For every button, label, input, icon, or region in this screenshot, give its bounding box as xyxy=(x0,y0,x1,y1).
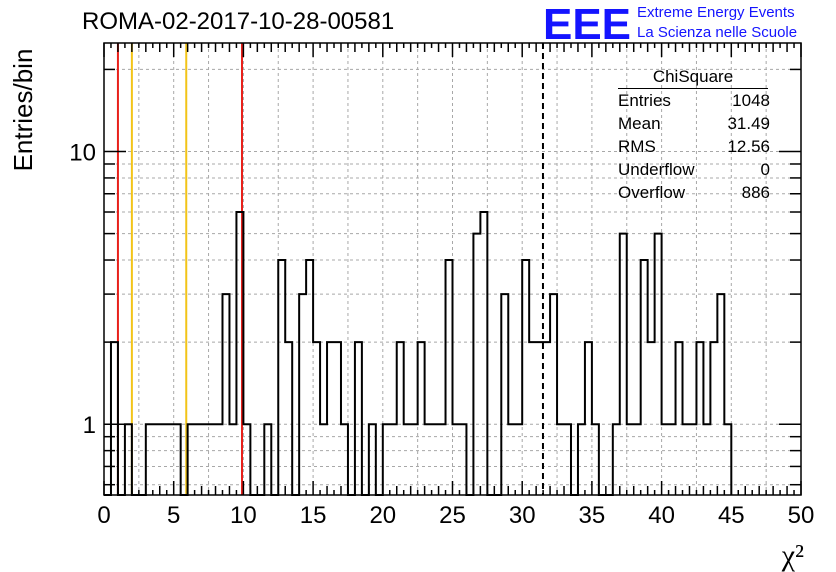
eee-logo: EEE xyxy=(543,2,631,42)
y-tick-label: 10 xyxy=(69,140,96,167)
x-tick-label: 35 xyxy=(579,502,606,529)
stats-label: Mean xyxy=(618,114,661,133)
stats-value: 0 xyxy=(760,160,770,179)
x-tick-label: 20 xyxy=(369,502,396,529)
stats-row-overflow: Overflow 886 xyxy=(610,181,776,204)
x-axis-label: χ² xyxy=(781,539,804,572)
x-tick-label: 30 xyxy=(509,502,536,529)
stats-value: 886 xyxy=(741,183,770,202)
histogram-series xyxy=(104,211,733,496)
axis-ticks xyxy=(103,43,802,495)
x-tick-label: 45 xyxy=(718,502,745,529)
page-title: ROMA-02-2017-10-28-00581 xyxy=(82,8,395,35)
x-tick-label: 25 xyxy=(439,502,466,529)
stats-label: Underflow xyxy=(618,160,695,179)
stats-label: Overflow xyxy=(618,183,686,202)
x-tick-label: 50 xyxy=(788,502,815,529)
logo-line-1: Extreme Energy Events xyxy=(637,4,795,21)
y-tick-label: 1 xyxy=(83,412,96,439)
x-tick-label: 40 xyxy=(648,502,675,529)
tick-labels: 0 5 10 15 20 25 30 35 40 45 50 1 10 xyxy=(69,140,814,529)
x-tick-label: 5 xyxy=(167,502,180,529)
stats-row-entries: Entries 1048 xyxy=(610,89,776,112)
stats-title: ChiSquare xyxy=(618,67,768,89)
logo-mark: EEE xyxy=(543,2,631,42)
stats-label: Entries xyxy=(618,91,671,110)
stats-value: 12.56 xyxy=(727,137,770,156)
stats-value: 31.49 xyxy=(727,114,770,133)
stats-box: ChiSquare Entries 1048 Mean 31.49 RMS 12… xyxy=(610,67,776,204)
logo-line-2: La Scienza nelle Scuole xyxy=(637,24,798,41)
stats-value: 1048 xyxy=(732,91,770,110)
stats-row-rms: RMS 12.56 xyxy=(610,135,776,158)
x-tick-label: 15 xyxy=(300,502,327,529)
stats-row-mean: Mean 31.49 xyxy=(610,112,776,135)
stats-label: RMS xyxy=(618,137,656,156)
x-tick-label: 0 xyxy=(97,502,110,529)
y-axis-label: Entries/bin xyxy=(8,49,38,172)
stats-row-underflow: Underflow 0 xyxy=(610,158,776,181)
x-tick-label: 10 xyxy=(230,502,257,529)
